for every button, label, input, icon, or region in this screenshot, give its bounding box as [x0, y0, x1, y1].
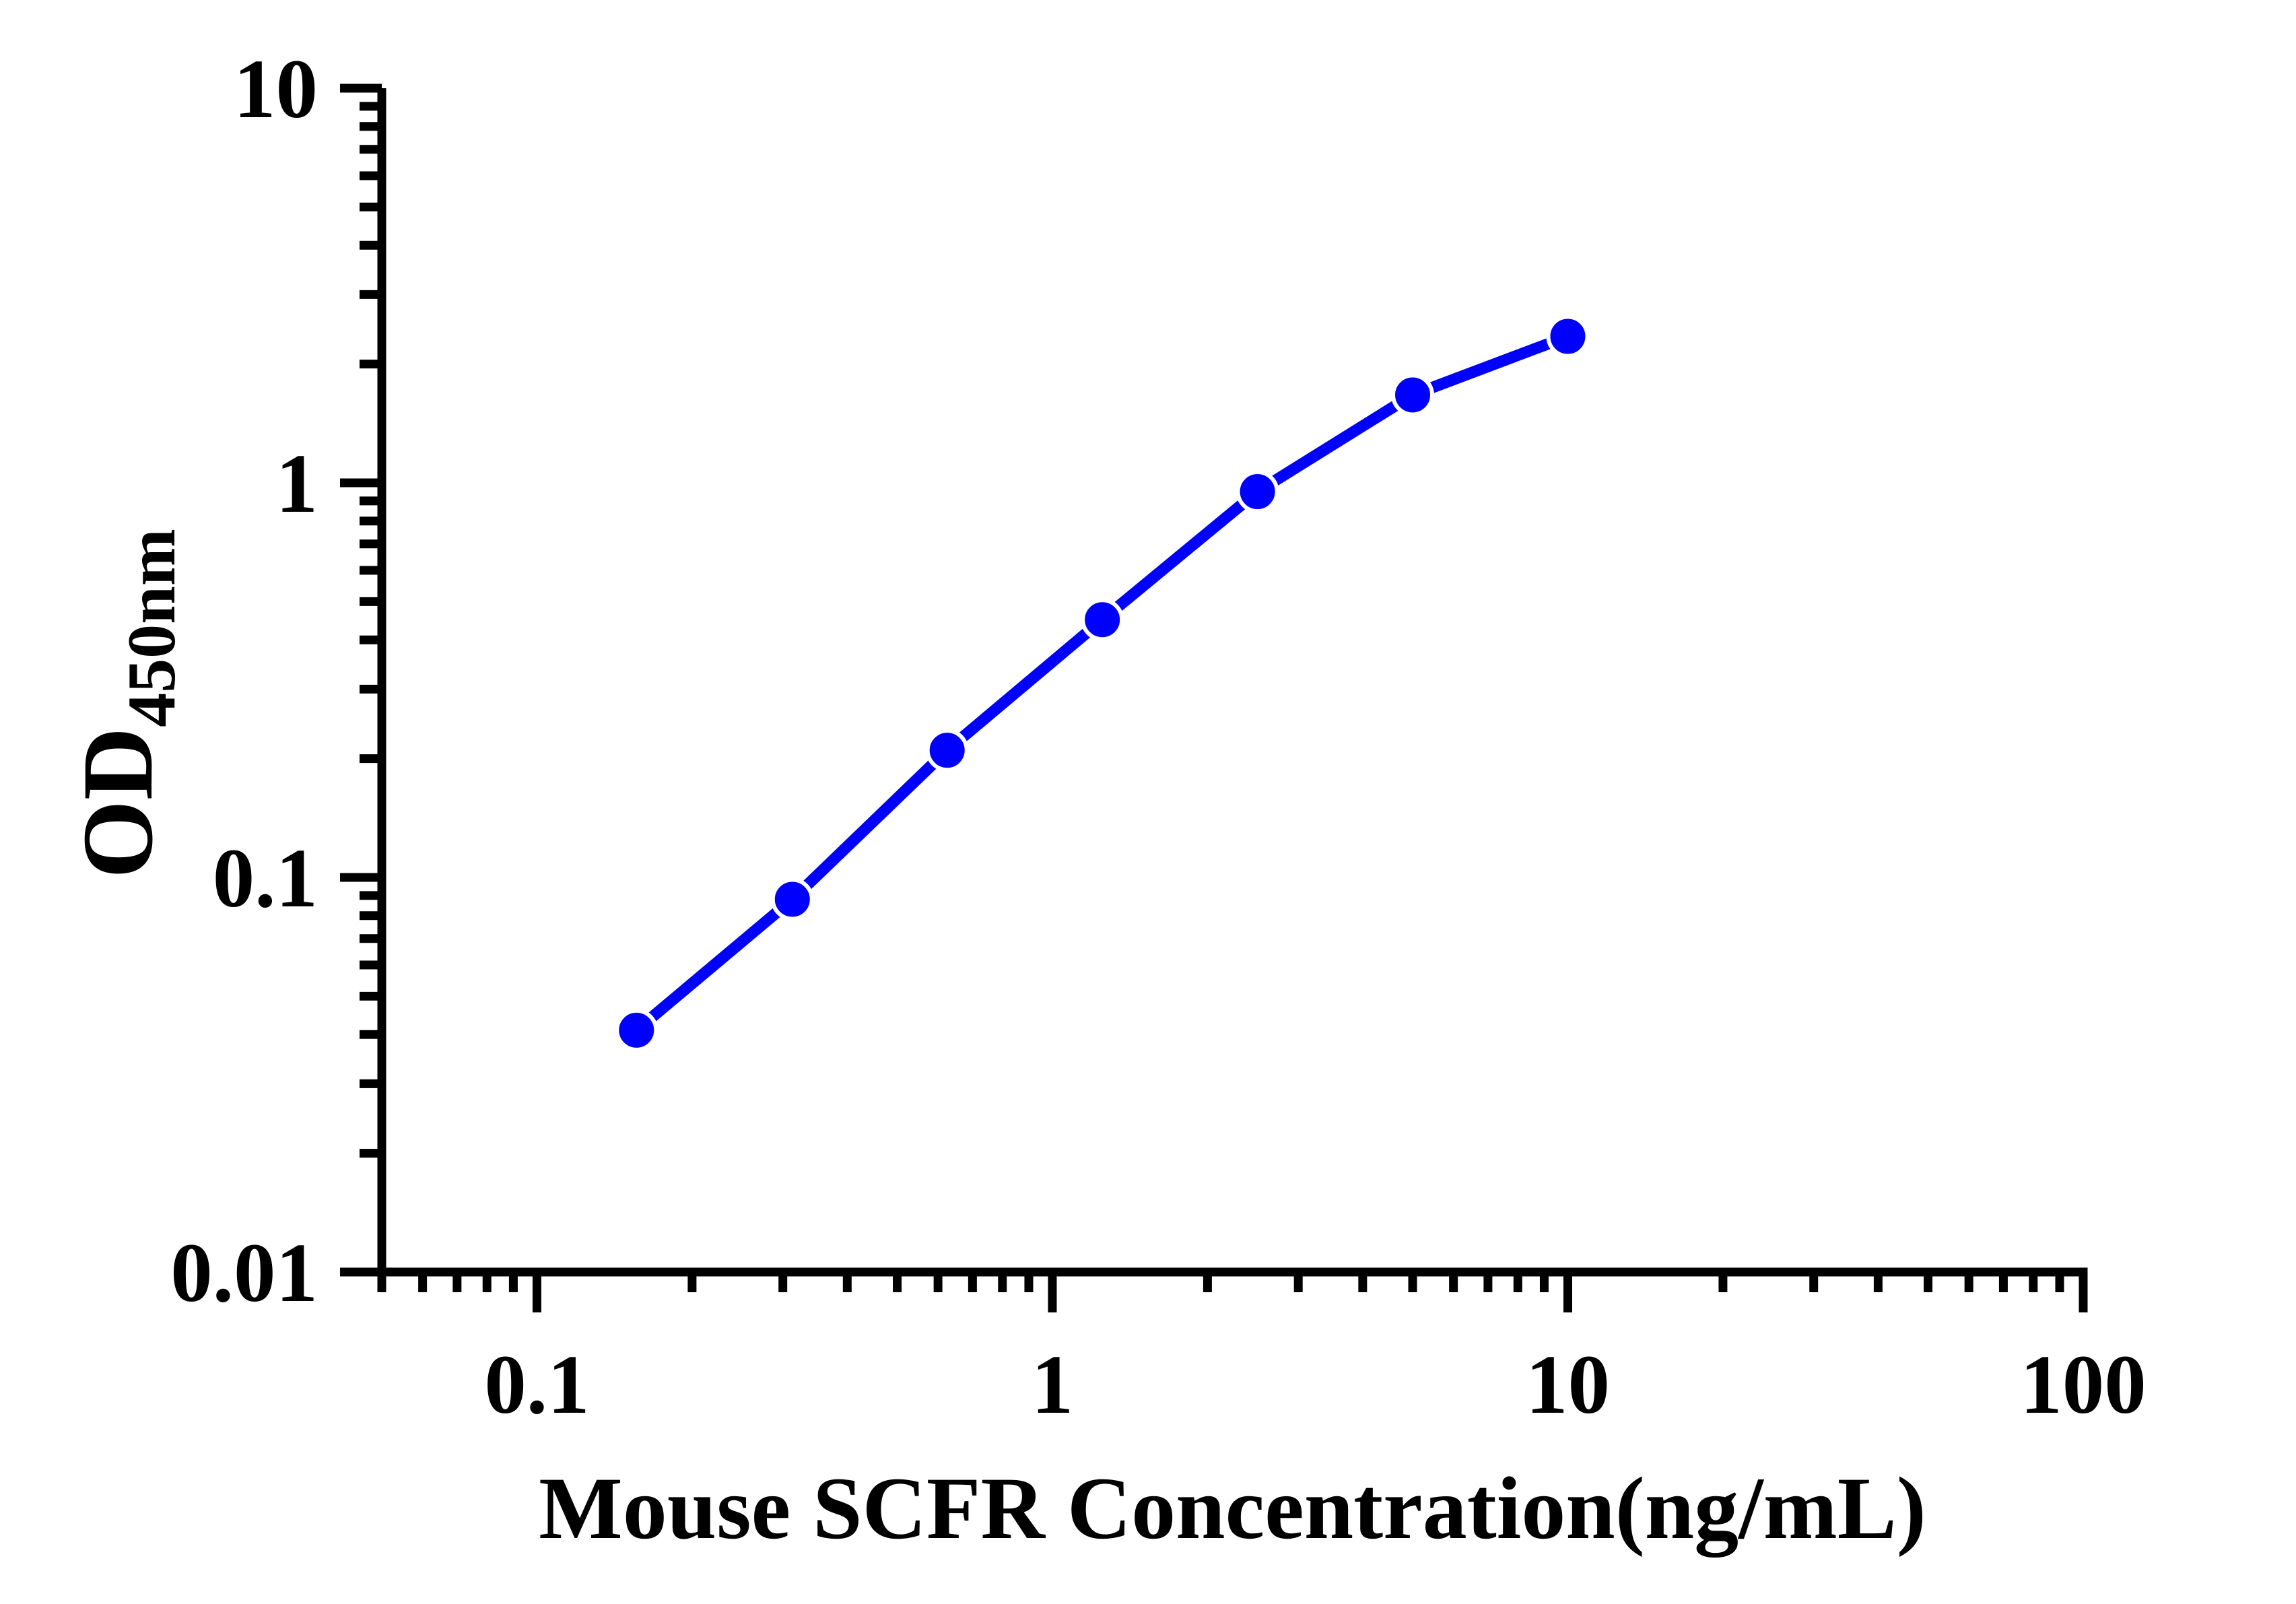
x-axis-tick-label: 1	[1032, 1339, 1074, 1432]
y-axis-tick-label: 0.1	[213, 832, 318, 925]
standard-curve-line	[630, 331, 1574, 1036]
y-axis-title: OD450nm	[62, 529, 190, 879]
data-point-marker	[1546, 314, 1590, 358]
data-point-marker	[770, 877, 814, 921]
data-point-marker	[1236, 470, 1279, 514]
y-axis-tick-label: 1	[276, 438, 318, 531]
y-axis-title-subscript: 450nm	[114, 529, 190, 727]
y-axis-tick-label: 0.01	[170, 1227, 318, 1320]
data-point-marker	[1391, 373, 1435, 417]
y-axis-tick-label: 10	[234, 43, 318, 136]
data-point-marker	[615, 1008, 659, 1052]
x-axis-title: Mouse SCFR Concentration(ng/mL)	[539, 1459, 1926, 1558]
x-axis-tick-label: 10	[1526, 1339, 1610, 1432]
y-axis-title-main: OD	[62, 727, 174, 879]
data-point-marker	[925, 729, 969, 772]
data-point-marker	[1081, 598, 1124, 642]
x-axis-tick-label: 100	[2020, 1339, 2147, 1432]
x-axis-tick-label: 0.1	[484, 1339, 589, 1432]
